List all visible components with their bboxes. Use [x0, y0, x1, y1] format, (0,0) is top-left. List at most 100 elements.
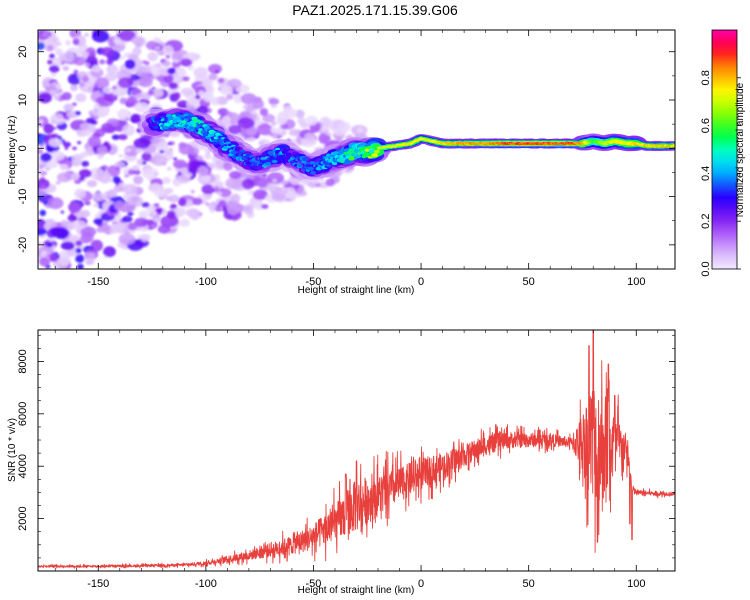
spectrogram-noise-blob: [38, 92, 52, 104]
spectrogram-ridge: [137, 107, 675, 180]
spectrogram-noise-blob: [46, 242, 54, 248]
spectrogram-noise-blob: [217, 77, 225, 84]
x-tick-label: -150: [87, 578, 109, 590]
spectrogram-noise-blob: [178, 197, 187, 207]
spectrogram-noise-blob: [268, 98, 280, 105]
spectrogram-noise-blob: [99, 106, 111, 114]
spectrogram-noise-blob: [121, 215, 133, 223]
spectrogram-noise-blob: [124, 145, 139, 157]
spectrogram-noise-blob: [176, 100, 190, 109]
spectrogram-noise-blob: [84, 62, 91, 68]
spectrogram-noise-blob: [48, 138, 63, 148]
spectrogram-noise-blob: [76, 129, 84, 135]
spectrogram-noise-blob: [137, 227, 142, 231]
spectrogram-noise-blob: [61, 92, 72, 101]
spectrogram-noise-blob: [229, 171, 242, 180]
spectrogram-noise-blob: [63, 141, 71, 148]
spectrogram-noise-blob: [173, 157, 178, 161]
spectrogram-noise-blob: [281, 131, 287, 136]
spectrogram-noise-blob: [153, 188, 167, 198]
spectrogram-noise-blob: [80, 210, 91, 218]
spectrogram-noise-blob: [74, 188, 86, 199]
snr-y-axis-title: SNR (10 * v/v): [7, 418, 18, 482]
spectrogram-noise-blob: [270, 104, 277, 109]
spectrogram-noise-blob: [311, 178, 320, 185]
spectrogram-noise-blob: [43, 123, 54, 134]
spectrogram-noise-blob: [174, 59, 179, 64]
spectrogram-noise-blob: [168, 194, 180, 203]
spectrogram-noise-blob: [47, 35, 60, 44]
spectrogram-noise-blob: [166, 166, 172, 171]
spectrogram-noise-blob: [321, 124, 327, 128]
spectrogram-noise-blob: [118, 133, 128, 141]
spectrogram-noise-blob: [127, 126, 134, 132]
spectrogram-ridge-cell: [240, 149, 246, 153]
spectrogram-noise-blob: [148, 211, 156, 218]
x-tick-label: 50: [523, 276, 535, 288]
spectrogram-noise-blob: [164, 149, 173, 156]
spectrogram-ridge-cell: [368, 149, 375, 154]
spectrogram-ridge-cell: [172, 120, 178, 124]
spectrogram-noise-blob: [71, 102, 77, 107]
spectrogram-noise-blob: [173, 67, 187, 79]
spectrogram-noise-blob: [159, 150, 165, 154]
spectrogram-ridge-cell: [338, 150, 345, 155]
spectrogram-noise-blob: [49, 226, 63, 236]
spectrogram-noise-blob: [118, 77, 134, 89]
spectrogram-noise-blob: [84, 258, 95, 265]
spectrogram-noise-blob: [116, 243, 123, 248]
y-tick-label: 10: [17, 94, 29, 106]
spectrogram-noise-blob: [49, 89, 57, 96]
spectrogram-ridge-cell: [265, 161, 272, 166]
spectrogram-noise-blob: [180, 58, 193, 67]
spectrogram-noise-blob: [155, 207, 163, 213]
spectrogram-noise-blob: [165, 55, 171, 59]
spectrogram-noise-blob: [134, 102, 150, 113]
spectrogram-noise-blob: [151, 155, 168, 166]
spectrogram-noise-blob: [192, 197, 203, 206]
spectrogram-noise-blob: [225, 177, 243, 190]
spectrogram-noise-blob: [101, 46, 115, 57]
spectrogram-noise-blob: [94, 105, 100, 110]
spectrogram-noise-blob: [68, 202, 81, 214]
spectrogram-noise-blob: [162, 60, 171, 67]
colorbar-gradient: [711, 29, 738, 270]
spectrogram-noise-blob: [134, 217, 149, 227]
spectrogram-noise-blob: [261, 204, 269, 209]
spectrogram-noise-blob: [272, 178, 277, 183]
spectrogram-noise-blob: [86, 88, 93, 94]
spectrogram-noise-blob: [197, 165, 209, 177]
spectrogram-noise-blob: [242, 204, 254, 215]
spectrogram-noise-blob: [39, 185, 46, 190]
spectrogram-noise-blob: [106, 64, 118, 75]
spectrogram-ridge-cell: [309, 161, 316, 165]
spectrogram-noise-blob: [75, 93, 87, 103]
spectrogram-noise-blob: [245, 137, 251, 142]
spectrogram-noise-blob: [154, 45, 161, 51]
spectrogram-noise-blob: [270, 127, 277, 133]
spectrogram-noise-blob: [227, 204, 240, 216]
spectrogram-noise-blob: [191, 214, 199, 221]
spectrogram-noise-blob: [38, 227, 47, 236]
spectrogram-noise-blob: [150, 223, 157, 228]
spectrogram-ridge-cell: [302, 157, 309, 162]
spectrogram-noise-blob: [55, 180, 61, 185]
spectrogram-noise-blob: [112, 85, 117, 90]
spectrogram-noise-blob: [72, 38, 80, 46]
spectrogram-noise-blob: [131, 36, 145, 45]
spectrogram-ridge-cell: [165, 113, 172, 118]
colorbar-tick-label: 0.4: [700, 166, 712, 181]
spectrogram-noise-blob: [200, 174, 211, 183]
spectrogram-noise-blob: [325, 178, 335, 187]
spectrogram-noise-blob: [280, 123, 289, 130]
spectrogram-noise-blob: [114, 201, 126, 211]
spectrogram-ridge-cell: [375, 143, 380, 147]
spectrogram-noise-blob: [50, 120, 57, 124]
y-tick-label: 2000: [17, 506, 29, 530]
spectrogram-noise-blob: [356, 127, 364, 134]
spectrogram-noise-blob: [214, 186, 220, 192]
spectrogram-noise-blob: [103, 93, 118, 102]
spectrogram-noise-blob: [75, 254, 85, 263]
spectrogram-noise-blob: [319, 116, 331, 126]
